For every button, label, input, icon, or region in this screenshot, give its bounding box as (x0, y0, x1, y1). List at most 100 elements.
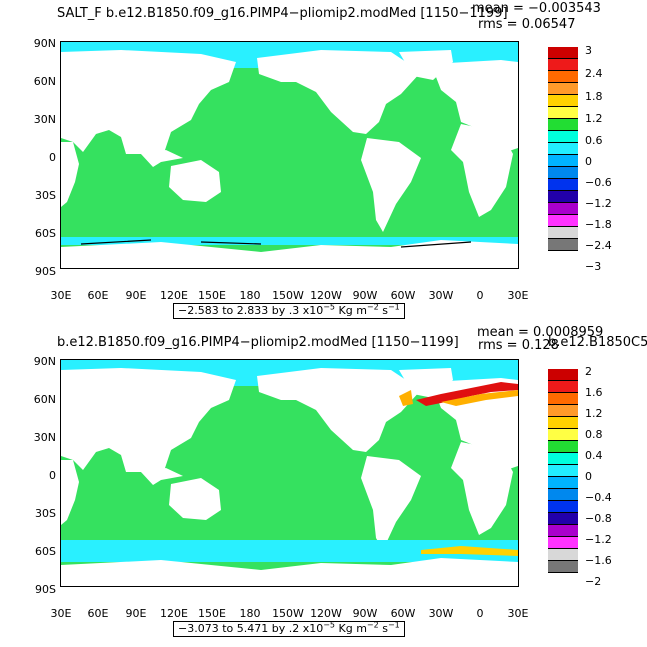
lat-label: 60N (33, 75, 56, 88)
colorbar-swatch (548, 143, 578, 155)
greenland-landmass (399, 368, 453, 398)
colorbar-swatch (548, 441, 578, 453)
colorbar-swatch (548, 59, 578, 71)
colorbar-swatch (548, 47, 578, 59)
lon-label: 0 (476, 289, 484, 302)
lat-label: 60S (35, 545, 56, 558)
rms-label: rms = 0.128 (478, 338, 559, 353)
colorbar-swatch (548, 525, 578, 537)
colorbar-label: 2 (585, 365, 592, 378)
colorbar-swatch (548, 119, 578, 131)
lon-label: 90E (125, 289, 147, 302)
lat-label: 60S (35, 227, 56, 240)
colorbar-swatch (548, 477, 578, 489)
map-frame (60, 41, 519, 269)
lon-label: 90E (125, 607, 147, 620)
sea-ice-edge-contour (80, 239, 472, 248)
colorbar-swatch (548, 513, 578, 525)
lon-label: 60E (87, 289, 109, 302)
colorbar-label: 3 (585, 44, 592, 57)
north-america-landmass (257, 50, 421, 134)
lon-label: 120W (310, 289, 342, 302)
colorbar-label: −2.4 (585, 239, 612, 252)
australia-landmass (169, 160, 221, 202)
comparison-case-label: b.e12.B1850C5CN. (548, 335, 647, 350)
europe-landmass (431, 60, 518, 152)
lon-label: 0 (476, 607, 484, 620)
colorbar-swatch (548, 429, 578, 441)
lat-label: 30S (35, 507, 56, 520)
panel-title: SALT_F b.e12.B1850.f09_g16.PIMP4−pliomip… (57, 6, 508, 21)
colorbar-label: −2 (585, 575, 602, 588)
lon-label: 150E (198, 289, 226, 302)
lon-label: 60W (390, 607, 416, 620)
colorbar-swatch (548, 131, 578, 143)
colorbar-label: 0.8 (585, 428, 603, 441)
antarctica-landmass (61, 558, 518, 586)
southern-ocean-cyan (61, 237, 518, 245)
colorbar-swatch (548, 179, 578, 191)
lat-label: 90N (33, 37, 56, 50)
colorbar-swatch (548, 239, 578, 251)
rms-label: rms = 0.06547 (478, 17, 576, 32)
colorbar-swatch (548, 83, 578, 95)
north-america-landmass (257, 368, 421, 452)
labrador-sea-anomaly (399, 390, 413, 406)
colorbar-label: −0.6 (585, 176, 612, 189)
lon-label: 120W (310, 607, 342, 620)
colorbar-swatch (548, 501, 578, 513)
mean-label: mean = 0.0008959 (477, 325, 604, 340)
colorbar-swatch (548, 227, 578, 239)
colorbar-label: 0.6 (585, 134, 603, 147)
lon-label: 150W (272, 607, 304, 620)
north-atlantic-anomaly (416, 382, 518, 406)
lat-label: 30S (35, 189, 56, 202)
colorbar-swatch (548, 405, 578, 417)
lon-label: 120E (160, 289, 188, 302)
colorbar-label: −0.4 (585, 491, 612, 504)
colorbar-label: 1.2 (585, 112, 603, 125)
lon-label: 90W (352, 289, 378, 302)
africa-west (451, 124, 513, 217)
lon-label: 180 (239, 289, 261, 302)
map-panel-top: SALT_F b.e12.B1850.f09_g16.PIMP4−pliomip… (0, 0, 647, 320)
southern-ocean-cyan (61, 540, 518, 562)
colorbar-label: 0 (585, 470, 592, 483)
lat-label: 90S (35, 583, 56, 596)
colorbar-label: −1.2 (585, 197, 612, 210)
colorbar (548, 369, 578, 573)
map-frame (60, 359, 519, 587)
lat-label: 30N (33, 113, 56, 126)
africa-west (451, 442, 513, 535)
africa-landmass (61, 142, 79, 207)
range-label: −3.073 to 5.471 by .2 x10−5 Kg m−2 s−1 (173, 621, 405, 637)
lat-label: 60N (33, 393, 56, 406)
colorbar-label: 1.2 (585, 407, 603, 420)
colorbar-label: −1.8 (585, 218, 612, 231)
colorbar-swatch (548, 167, 578, 179)
lat-label: 0 (49, 469, 56, 482)
colorbar-swatch (548, 95, 578, 107)
south-america-landmass (361, 456, 421, 550)
range-label: −2.583 to 2.833 by .3 x10−5 Kg m−2 s−1 (173, 303, 405, 319)
eurasia-landmass (61, 368, 236, 485)
colorbar-swatch (548, 561, 578, 573)
colorbar-label: 2.4 (585, 67, 603, 80)
colorbar-label: 0.4 (585, 449, 603, 462)
lon-label: 120E (160, 607, 188, 620)
eurasia-landmass (61, 50, 236, 167)
indonesia-islands (141, 150, 183, 162)
mean-label: mean = −0.003543 (472, 1, 601, 16)
colorbar-swatch (548, 417, 578, 429)
greenland-landmass (399, 50, 453, 80)
colorbar-label: 0 (585, 155, 592, 168)
colorbar-swatch (548, 71, 578, 83)
lat-label: 0 (49, 151, 56, 164)
lon-label: 30E (50, 289, 72, 302)
colorbar-swatch (548, 393, 578, 405)
colorbar (548, 47, 578, 251)
lon-label: 180 (239, 607, 261, 620)
colorbar-swatch (548, 191, 578, 203)
colorbar-label: 1.8 (585, 90, 603, 103)
lon-label: 150W (272, 289, 304, 302)
